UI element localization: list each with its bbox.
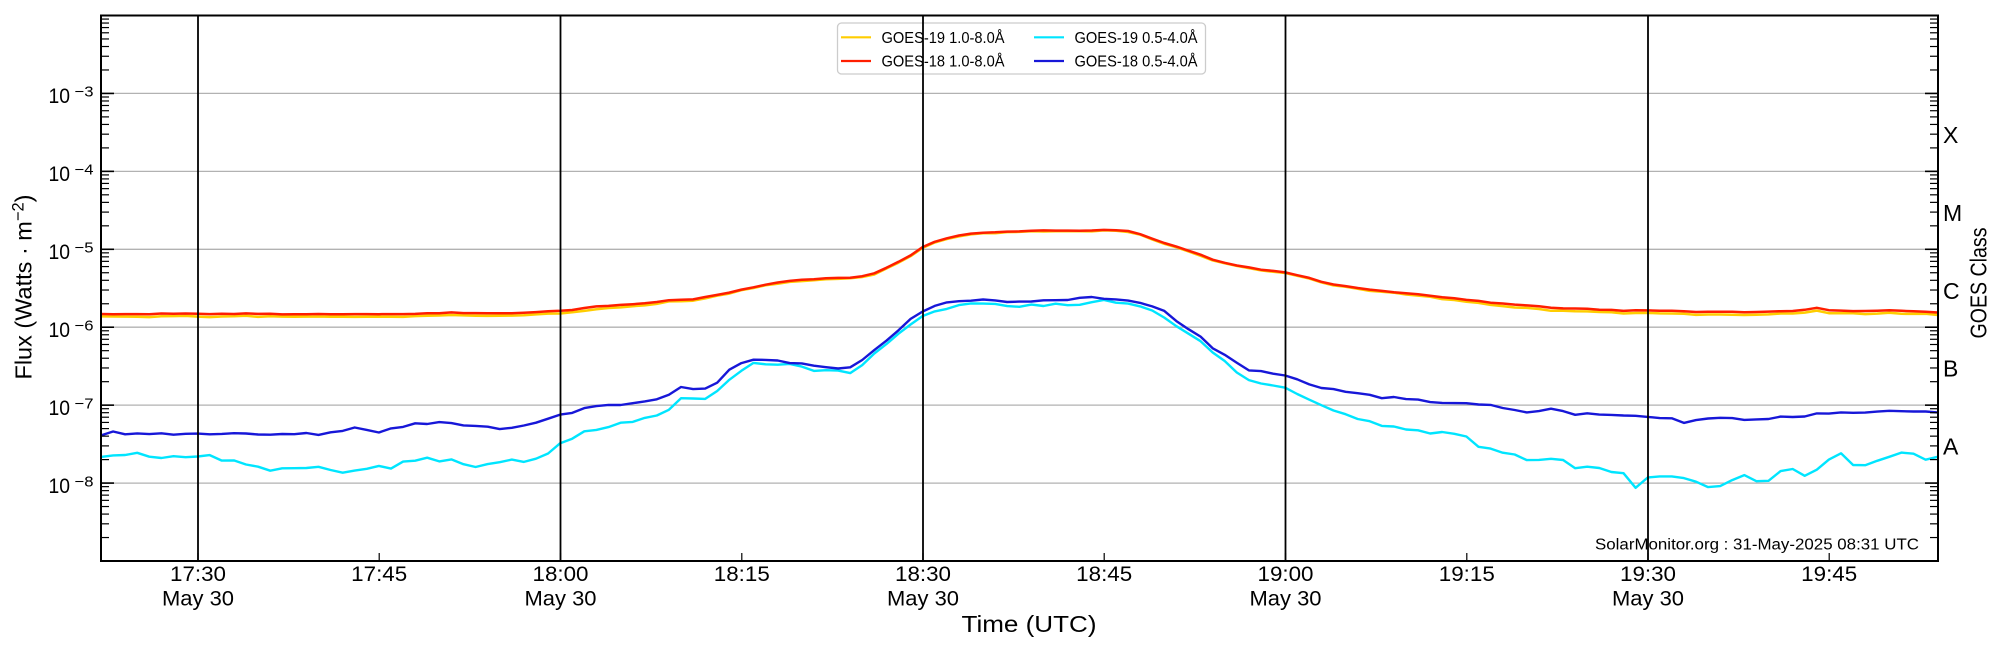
- svg-text:SolarMonitor.org : 31-May-2025: SolarMonitor.org : 31-May-2025 08:31 UTC: [1595, 537, 1919, 554]
- svg-text:GOES-18 0.5-4.0Å: GOES-18 0.5-4.0Å: [1075, 54, 1199, 71]
- svg-text:10: 10: [49, 397, 71, 420]
- svg-text:Flux (Watts · m−2): Flux (Watts · m−2): [10, 194, 37, 379]
- svg-text:May 30: May 30: [1250, 588, 1322, 611]
- svg-text:19:00: 19:00: [1258, 563, 1314, 586]
- svg-text:18:15: 18:15: [714, 563, 770, 586]
- svg-text:19:45: 19:45: [1801, 563, 1857, 586]
- svg-text:10: 10: [49, 319, 71, 342]
- svg-text:17:45: 17:45: [351, 563, 407, 586]
- svg-text:C: C: [1943, 278, 1960, 304]
- svg-text:10: 10: [49, 241, 71, 264]
- svg-text:X: X: [1943, 122, 1958, 148]
- svg-text:May 30: May 30: [525, 588, 597, 611]
- svg-text:GOES-19 0.5-4.0Å: GOES-19 0.5-4.0Å: [1075, 30, 1199, 47]
- svg-text:GOES-19 1.0-8.0Å: GOES-19 1.0-8.0Å: [882, 30, 1006, 47]
- svg-text:17:30: 17:30: [170, 563, 226, 586]
- svg-text:M: M: [1943, 200, 1962, 226]
- svg-text:May 30: May 30: [1612, 588, 1684, 611]
- svg-text:B: B: [1943, 356, 1958, 382]
- svg-text:18:00: 18:00: [533, 563, 589, 586]
- svg-text:Time (UTC): Time (UTC): [962, 611, 1097, 637]
- svg-text:−7: −7: [75, 395, 94, 412]
- svg-text:−4: −4: [75, 162, 94, 179]
- svg-text:−5: −5: [75, 240, 94, 257]
- svg-text:18:30: 18:30: [895, 563, 951, 586]
- svg-text:10: 10: [49, 85, 71, 108]
- svg-text:GOES Class: GOES Class: [1966, 228, 1992, 339]
- svg-text:−3: −3: [75, 84, 94, 101]
- svg-text:May 30: May 30: [887, 588, 959, 611]
- svg-text:10: 10: [49, 475, 71, 498]
- svg-text:−6: −6: [75, 318, 94, 335]
- svg-text:May 30: May 30: [162, 588, 234, 611]
- svg-text:18:45: 18:45: [1076, 563, 1132, 586]
- svg-text:−8: −8: [75, 473, 94, 490]
- svg-text:A: A: [1943, 434, 1959, 460]
- svg-text:19:30: 19:30: [1620, 563, 1676, 586]
- svg-text:GOES-18 1.0-8.0Å: GOES-18 1.0-8.0Å: [882, 54, 1006, 71]
- svg-text:10: 10: [49, 163, 71, 186]
- svg-text:19:15: 19:15: [1439, 563, 1495, 586]
